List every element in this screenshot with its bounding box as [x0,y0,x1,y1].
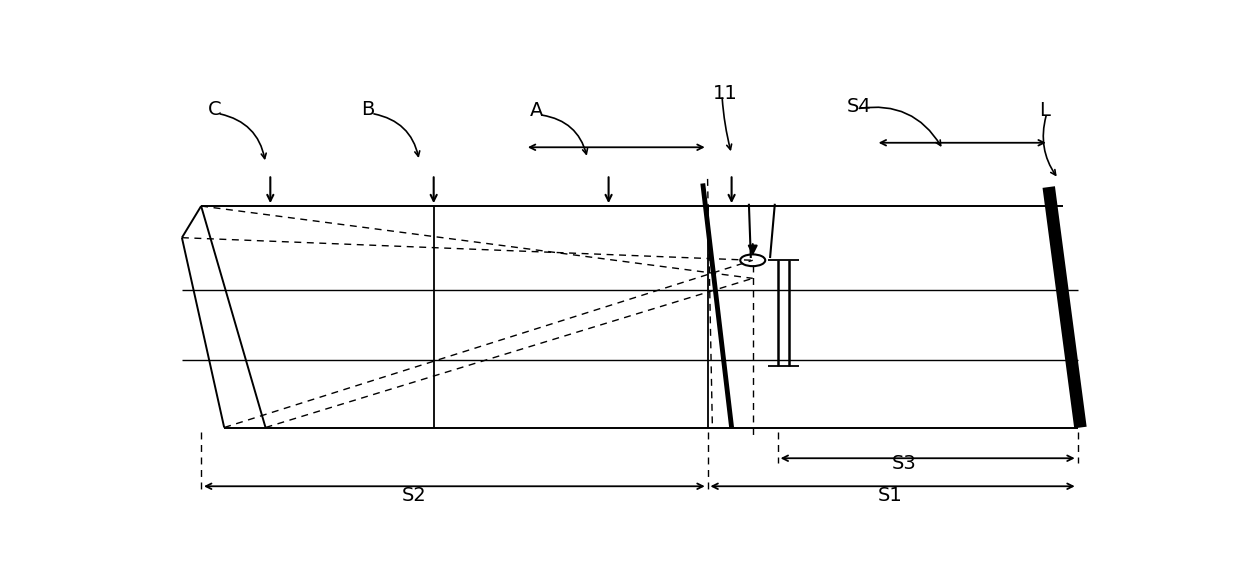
Text: 11: 11 [712,84,737,103]
Text: A: A [529,101,543,120]
Text: S2: S2 [402,486,427,505]
Text: S1: S1 [878,486,903,505]
Text: C: C [208,100,222,119]
Text: S3: S3 [893,454,916,473]
Text: B: B [362,100,374,119]
Text: L: L [1039,101,1050,120]
Text: S4: S4 [847,97,872,116]
